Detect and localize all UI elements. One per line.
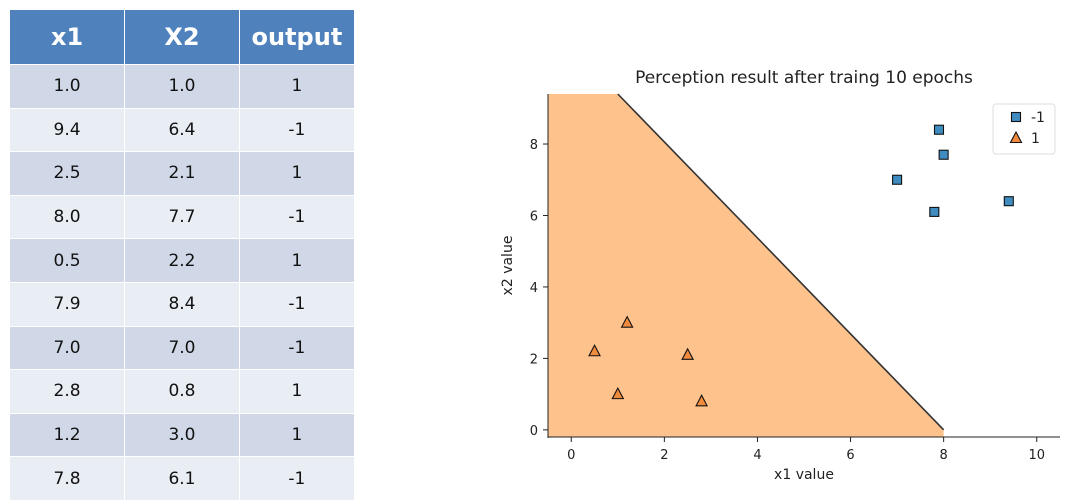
table-row: 1.0 1.0 1 — [10, 64, 354, 109]
x-tick-label: 4 — [753, 448, 761, 463]
data-point-pos — [681, 347, 695, 360]
table-row: 7.8 6.1 -1 — [10, 456, 354, 500]
cell-x1: 8.0 — [10, 194, 126, 239]
cell-output: 1 — [239, 412, 354, 457]
data-table: x1 X2 output 1.0 1.0 1 9.4 6.4 -1 2.5 2.1 1 8.0 7.… — [10, 10, 354, 500]
cell-x2: 3.0 — [124, 412, 240, 457]
x-tick-label: 10 — [1028, 448, 1045, 463]
table-row: 2.8 0.8 1 — [10, 369, 354, 414]
cell-output: 1 — [239, 64, 354, 109]
cell-x2: 0.8 — [124, 369, 240, 414]
x-tick-label: 6 — [846, 448, 854, 463]
legend-marker — [1009, 130, 1023, 144]
y-axis-label: x2 value — [500, 236, 516, 296]
plot-area: 0 2 4 6 8 10 0 2 4 6 8 — [530, 93, 1060, 463]
legend-box — [992, 103, 1056, 155]
cell-output: -1 — [239, 456, 354, 500]
cell-output: 1 — [239, 151, 354, 196]
data-point-pos — [611, 386, 625, 400]
cell-x1: 9.4 — [10, 107, 126, 152]
column-header-x2: X2 — [124, 10, 240, 65]
table-row: 2.5 2.1 1 — [10, 151, 354, 196]
table-row: 8.0 7.7 -1 — [10, 194, 354, 239]
cell-x2: 7.7 — [124, 194, 240, 239]
data-point-pos — [620, 315, 634, 328]
cell-x1: 0.5 — [10, 238, 126, 283]
chart-title: Perception result after traing 10 epochs — [635, 68, 973, 88]
x-tick-label: 0 — [567, 448, 575, 463]
table-header-row: x1 X2 output — [10, 10, 354, 65]
table-row: 0.5 2.2 1 — [10, 238, 354, 283]
data-point-neg — [933, 124, 945, 135]
legend-marker — [1010, 111, 1022, 123]
cell-output: -1 — [239, 194, 354, 239]
data-point-neg — [929, 206, 940, 217]
y-tick-label: 2 — [530, 352, 538, 367]
cell-x1: 7.9 — [10, 281, 126, 327]
cell-x2: 1.0 — [124, 64, 240, 109]
data-point-neg — [892, 174, 903, 185]
decision-boundary-line — [617, 93, 945, 431]
cell-x2: 2.2 — [124, 238, 240, 283]
x-tick-label: 2 — [660, 448, 668, 463]
cell-output: 1 — [239, 238, 354, 283]
cell-x2: 7.0 — [124, 325, 240, 370]
cell-x1: 1.0 — [10, 64, 126, 109]
cell-x1: 7.0 — [10, 325, 126, 370]
data-point-neg — [938, 149, 949, 160]
table-body: 1.0 1.0 1 9.4 6.4 -1 2.5 2.1 1 8.0 7.7 -1 0.5 2.2 1 7.9… — [10, 64, 354, 500]
cell-x2: 8.4 — [124, 281, 240, 327]
cell-x1: 2.5 — [10, 151, 126, 196]
data-point-pos — [695, 394, 709, 407]
column-header-output: output — [239, 10, 354, 65]
y-tick-label: 6 — [530, 209, 538, 224]
cell-x1: 1.2 — [10, 412, 126, 457]
data-point-neg — [1003, 196, 1014, 207]
table-row: 7.0 7.0 -1 — [10, 325, 354, 370]
cell-x2: 6.4 — [124, 107, 240, 152]
cell-output: -1 — [239, 107, 354, 152]
cell-output: -1 — [239, 325, 354, 370]
table-row: 9.4 6.4 -1 — [10, 107, 354, 152]
cell-x1: 7.8 — [10, 456, 126, 500]
y-tick-label: 0 — [530, 424, 538, 439]
column-header-x1: x1 — [10, 10, 126, 65]
decision-region — [548, 94, 944, 437]
y-tick-label: 8 — [530, 138, 538, 153]
x-tick-label: 8 — [939, 448, 947, 463]
cell-output: 1 — [239, 369, 354, 414]
table-row: 7.9 8.4 -1 — [10, 281, 354, 327]
table-row: 1.2 3.0 1 — [10, 412, 354, 457]
cell-x2: 2.1 — [124, 151, 240, 196]
cell-x1: 2.8 — [10, 369, 126, 414]
legend-label: 1 — [1031, 131, 1040, 147]
y-tick-label: 4 — [530, 281, 538, 296]
legend-label: -1 — [1031, 110, 1045, 126]
chart-legend: -11 — [992, 103, 1056, 155]
cell-output: -1 — [239, 281, 354, 327]
data-point-pos — [588, 344, 601, 357]
cell-x2: 6.1 — [124, 456, 240, 500]
x-axis-label: x1 value — [774, 467, 834, 483]
